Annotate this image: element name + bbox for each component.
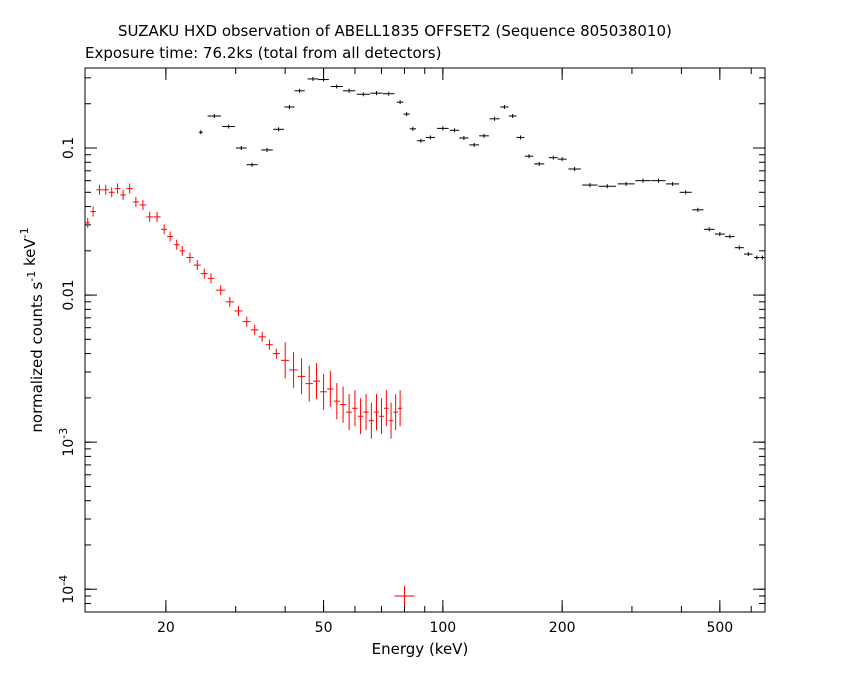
x-tick-label: 100 — [429, 620, 456, 636]
chart-subtitle: Exposure time: 76.2ks (total from all de… — [85, 44, 442, 62]
y-tick-label: 10-3 — [57, 428, 77, 457]
y-tick-label: 0.01 — [61, 279, 77, 310]
plot-frame — [84, 67, 766, 613]
x-tick-label: 20 — [157, 620, 175, 636]
chart-title: SUZAKU HXD observation of ABELL1835 OFFS… — [118, 22, 672, 40]
y-tick-label: 0.1 — [61, 137, 77, 159]
y-tick-label: 10-4 — [57, 575, 77, 604]
y-axis-label: normalized counts s-1 keV-1 — [18, 227, 46, 432]
data-layer — [85, 76, 765, 606]
x-tick-label: 500 — [706, 620, 733, 636]
x-axis-label: Energy (keV) — [372, 640, 469, 658]
x-tick-label: 200 — [549, 620, 576, 636]
x-tick-label: 50 — [315, 620, 333, 636]
